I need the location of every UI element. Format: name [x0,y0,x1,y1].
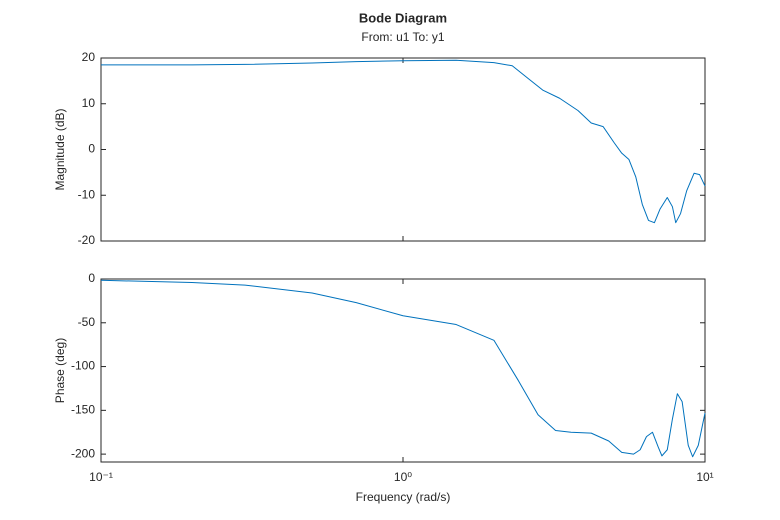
x-tick-label: 10⁻¹ [89,470,113,484]
y-tick-label: -200 [71,446,95,460]
chart-subtitle: From: u1 To: y1 [361,30,444,44]
y-tick-label: 0 [88,142,95,156]
data-line [101,59,706,224]
y-tick-label: -10 [78,187,96,201]
y-tick-label: -20 [78,233,96,247]
y-tick-label: 0 [88,271,95,285]
chart-title: Bode Diagram [359,10,447,25]
y-tick-label: 20 [82,50,96,64]
y-tick-label: -100 [71,359,95,373]
x-tick-label: 10⁰ [394,470,412,484]
plot-frame [100,278,706,463]
plot-frame [100,57,706,242]
y-axis-label: Phase (deg) [53,338,67,403]
x-axis-label: Frequency (rad/s) [356,490,451,504]
x-tick-label: 10¹ [696,470,713,484]
y-tick-label: 10 [82,96,96,110]
y-tick-label: -150 [71,403,95,417]
y-axis-label: Magnitude (dB) [53,108,67,190]
data-line [100,279,706,458]
y-tick-label: -50 [78,315,96,329]
